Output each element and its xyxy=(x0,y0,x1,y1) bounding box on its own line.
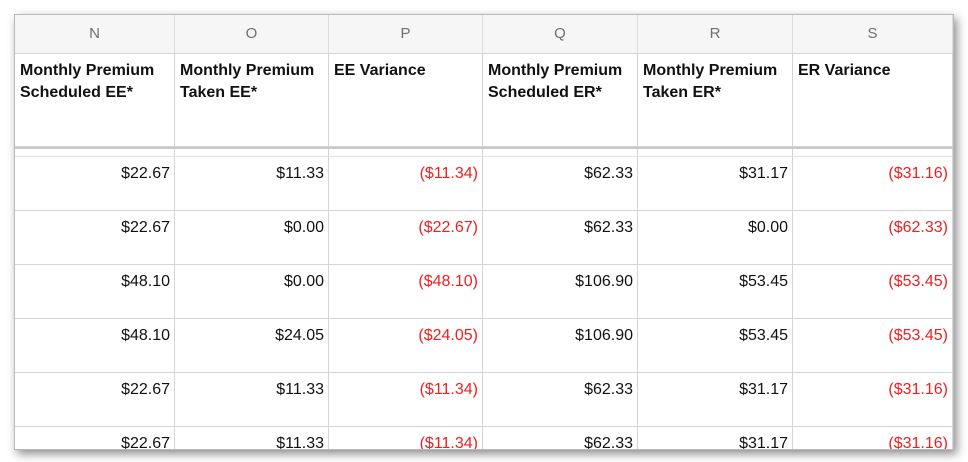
cell-taken-er[interactable]: $31.17 xyxy=(638,427,793,449)
spacer-cell[interactable] xyxy=(793,149,953,157)
spacer-cell[interactable] xyxy=(483,149,638,157)
cell-taken-er[interactable]: $0.00 xyxy=(638,211,793,265)
sheet-grid: Monthly Premium Scheduled EE* Monthly Pr… xyxy=(15,54,953,449)
table-row: $48.10 $0.00 ($48.10) $106.90 $53.45 ($5… xyxy=(15,265,953,319)
spacer-cell[interactable] xyxy=(329,149,483,157)
cell-scheduled-ee[interactable]: $22.67 xyxy=(15,157,175,211)
spreadsheet-window: N O P Q R S Monthly Premium Scheduled EE… xyxy=(14,14,954,450)
cell-scheduled-er[interactable]: $62.33 xyxy=(483,373,638,427)
cell-er-variance[interactable]: ($62.33) xyxy=(793,211,953,265)
header-cell-ee-variance[interactable]: EE Variance xyxy=(329,54,483,147)
cell-taken-er[interactable]: $31.17 xyxy=(638,157,793,211)
cell-scheduled-ee[interactable]: $22.67 xyxy=(15,427,175,449)
cell-er-variance[interactable]: ($31.16) xyxy=(793,373,953,427)
table-row: $48.10 $24.05 ($24.05) $106.90 $53.45 ($… xyxy=(15,319,953,373)
column-letter-s[interactable]: S xyxy=(793,15,953,53)
table-row: $22.67 $11.33 ($11.34) $62.33 $31.17 ($3… xyxy=(15,157,953,211)
cell-er-variance[interactable]: ($31.16) xyxy=(793,157,953,211)
cell-scheduled-ee[interactable]: $48.10 xyxy=(15,319,175,373)
header-cell-monthly-premium-taken-er[interactable]: Monthly Premium Taken ER* xyxy=(638,54,793,147)
cell-ee-variance[interactable]: ($48.10) xyxy=(329,265,483,319)
column-letter-o[interactable]: O xyxy=(175,15,329,53)
column-letter-bar: N O P Q R S xyxy=(15,15,953,54)
cell-taken-ee[interactable]: $0.00 xyxy=(175,265,329,319)
cell-taken-ee[interactable]: $11.33 xyxy=(175,427,329,449)
cell-ee-variance[interactable]: ($11.34) xyxy=(329,373,483,427)
cell-scheduled-er[interactable]: $62.33 xyxy=(483,427,638,449)
cell-ee-variance[interactable]: ($22.67) xyxy=(329,211,483,265)
cell-er-variance[interactable]: ($53.45) xyxy=(793,319,953,373)
table-row: $22.67 $0.00 ($22.67) $62.33 $0.00 ($62.… xyxy=(15,211,953,265)
spacer-row xyxy=(15,149,953,157)
column-letter-p[interactable]: P xyxy=(329,15,483,53)
cell-scheduled-er[interactable]: $62.33 xyxy=(483,157,638,211)
cell-taken-er[interactable]: $31.17 xyxy=(638,373,793,427)
table-row: $22.67 $11.33 ($11.34) $62.33 $31.17 ($3… xyxy=(15,373,953,427)
spacer-cell[interactable] xyxy=(175,149,329,157)
cell-taken-er[interactable]: $53.45 xyxy=(638,319,793,373)
cell-scheduled-ee[interactable]: $22.67 xyxy=(15,373,175,427)
header-cell-monthly-premium-scheduled-er[interactable]: Monthly Premium Scheduled ER* xyxy=(483,54,638,147)
spacer-cell[interactable] xyxy=(15,149,175,157)
cell-taken-ee[interactable]: $11.33 xyxy=(175,157,329,211)
spacer-cell[interactable] xyxy=(638,149,793,157)
cell-taken-ee[interactable]: $24.05 xyxy=(175,319,329,373)
header-cell-monthly-premium-taken-ee[interactable]: Monthly Premium Taken EE* xyxy=(175,54,329,147)
column-letter-n[interactable]: N xyxy=(15,15,175,53)
cell-ee-variance[interactable]: ($11.34) xyxy=(329,157,483,211)
cell-taken-ee[interactable]: $11.33 xyxy=(175,373,329,427)
cell-er-variance[interactable]: ($53.45) xyxy=(793,265,953,319)
cell-scheduled-er[interactable]: $106.90 xyxy=(483,319,638,373)
header-cell-monthly-premium-scheduled-ee[interactable]: Monthly Premium Scheduled EE* xyxy=(15,54,175,147)
cell-ee-variance[interactable]: ($11.34) xyxy=(329,427,483,449)
cell-scheduled-er[interactable]: $106.90 xyxy=(483,265,638,319)
cell-scheduled-ee[interactable]: $22.67 xyxy=(15,211,175,265)
header-row: Monthly Premium Scheduled EE* Monthly Pr… xyxy=(15,54,953,149)
table-row: $22.67 $11.33 ($11.34) $62.33 $31.17 ($3… xyxy=(15,427,953,449)
header-cell-er-variance[interactable]: ER Variance xyxy=(793,54,953,147)
cell-scheduled-ee[interactable]: $48.10 xyxy=(15,265,175,319)
cell-er-variance[interactable]: ($31.16) xyxy=(793,427,953,449)
cell-taken-er[interactable]: $53.45 xyxy=(638,265,793,319)
column-letter-q[interactable]: Q xyxy=(483,15,638,53)
cell-taken-ee[interactable]: $0.00 xyxy=(175,211,329,265)
cell-scheduled-er[interactable]: $62.33 xyxy=(483,211,638,265)
column-letter-r[interactable]: R xyxy=(638,15,793,53)
cell-ee-variance[interactable]: ($24.05) xyxy=(329,319,483,373)
